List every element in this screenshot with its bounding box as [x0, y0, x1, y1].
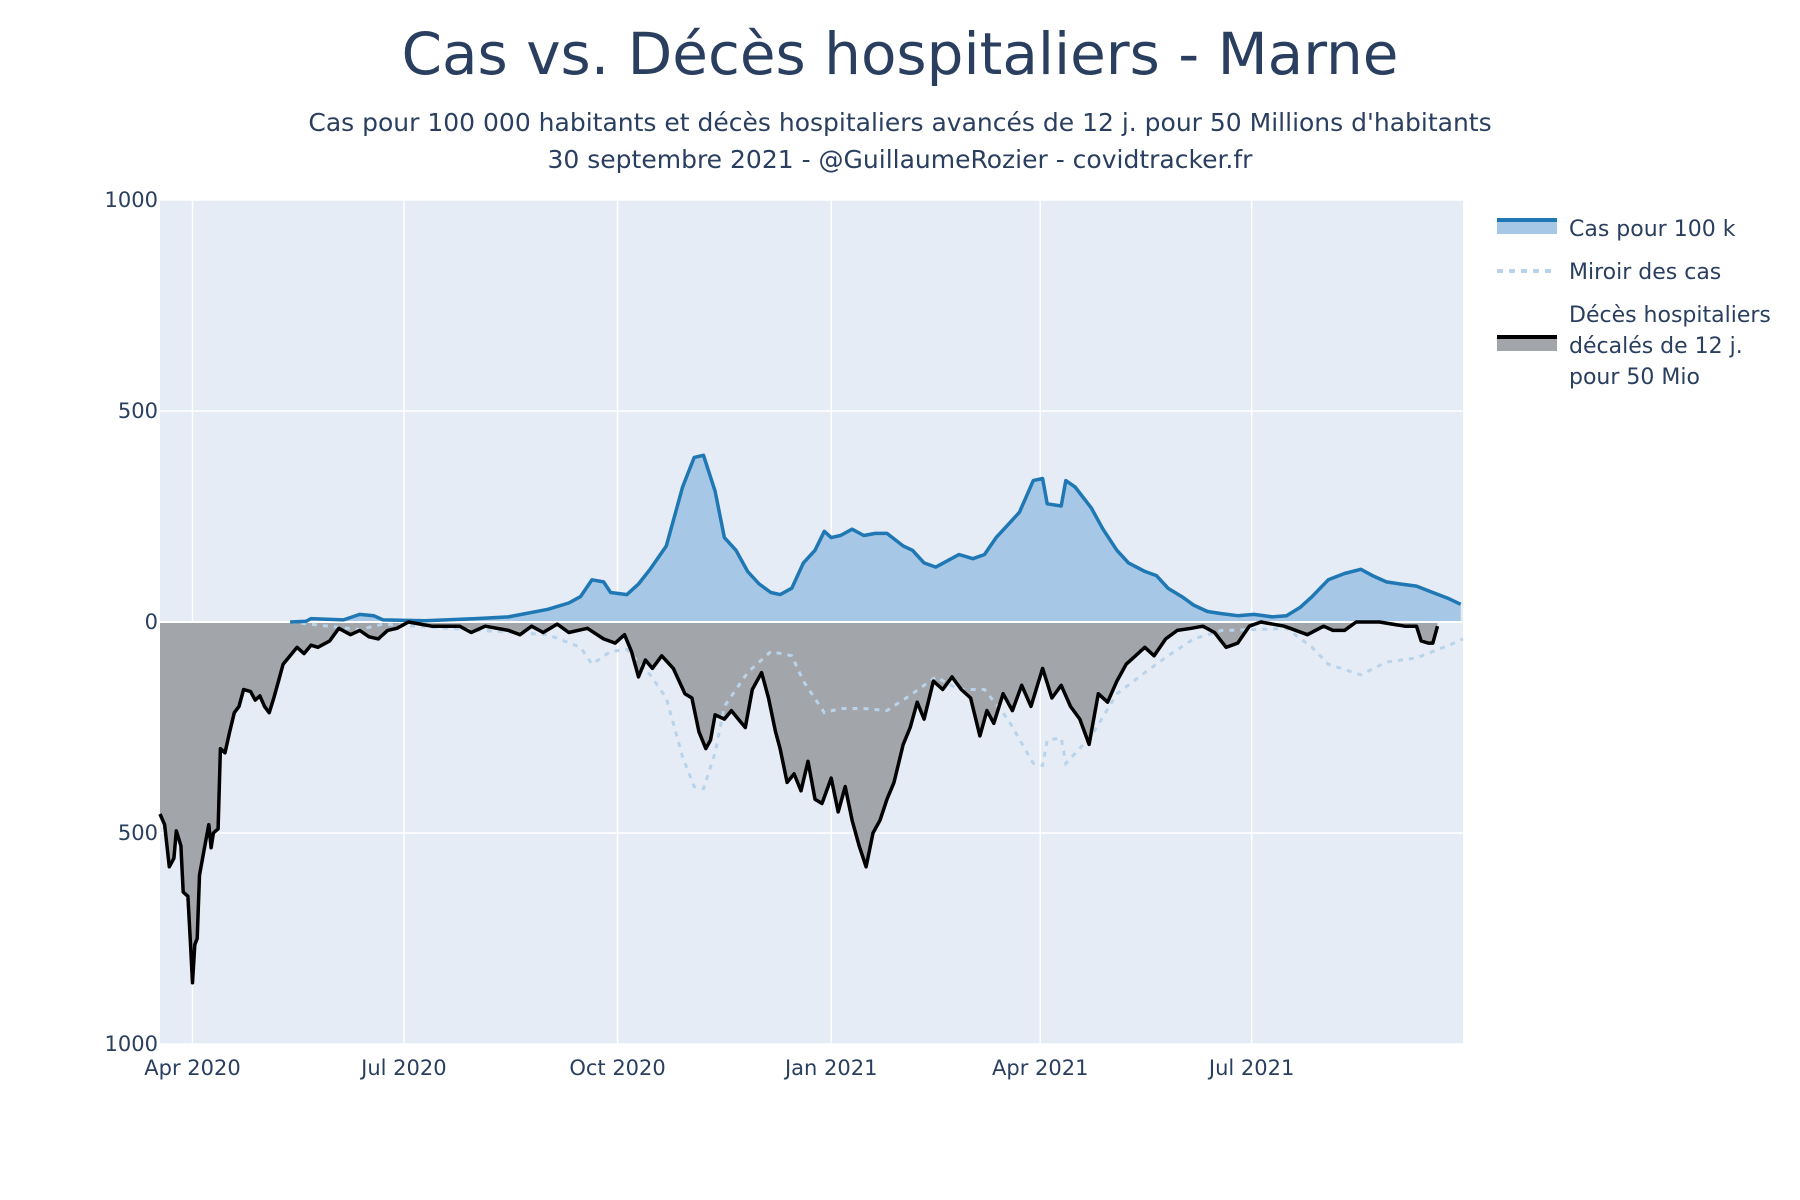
- legend-swatch-mirror: [1497, 257, 1557, 285]
- x-tick-label: Jan 2021: [783, 1056, 878, 1080]
- legend-swatch-deaths: [1497, 331, 1557, 359]
- x-tick-label: Apr 2020: [144, 1056, 240, 1080]
- x-tick-label: Oct 2020: [569, 1056, 665, 1080]
- deaths-line: [158, 620, 1440, 985]
- y-tick-label: 1000: [105, 188, 158, 212]
- chart-marks: [158, 453, 1464, 985]
- legend-item-deaths[interactable]: Décès hospitaliers décalés de 12 j. pour…: [1497, 300, 1797, 393]
- y-tick-label: 1000: [105, 1032, 158, 1056]
- legend-label-deaths: Décès hospitaliers décalés de 12 j. pour…: [1569, 303, 1771, 390]
- legend-item-mirror[interactable]: Miroir des cas: [1497, 257, 1797, 288]
- chart-subtitle: Cas pour 100 000 habitants et décès hosp…: [308, 108, 1492, 137]
- x-tick-label: Jul 2020: [359, 1056, 446, 1080]
- legend-swatch-cases: [1497, 214, 1557, 242]
- mirror-line: [289, 620, 1464, 791]
- y-tick-label: 500: [118, 821, 158, 845]
- y-tick-label: 0: [145, 610, 158, 634]
- cases-line: [290, 453, 1462, 624]
- legend-label-mirror: Miroir des cas: [1569, 260, 1722, 285]
- y-tick-label: 500: [118, 399, 158, 423]
- x-tick-label: Jul 2021: [1207, 1056, 1294, 1080]
- x-tick-label: Apr 2021: [992, 1056, 1088, 1080]
- y-axis: 1000 500 0 500 1000: [105, 188, 158, 1056]
- cases-area: [290, 455, 1461, 622]
- chart-credits: 30 septembre 2021 - @GuillaumeRozier - c…: [547, 145, 1253, 174]
- x-axis: Apr 2020 Jul 2020 Oct 2020 Jan 2021 Apr 2021…: [144, 1056, 1294, 1080]
- chart-title: Cas vs. Décès hospitaliers - Marne: [401, 20, 1399, 88]
- legend[interactable]: Cas pour 100 k Miroir des cas Décès hosp…: [1497, 214, 1797, 405]
- legend-label-cases: Cas pour 100 k: [1569, 217, 1736, 242]
- legend-item-cases[interactable]: Cas pour 100 k: [1497, 214, 1797, 245]
